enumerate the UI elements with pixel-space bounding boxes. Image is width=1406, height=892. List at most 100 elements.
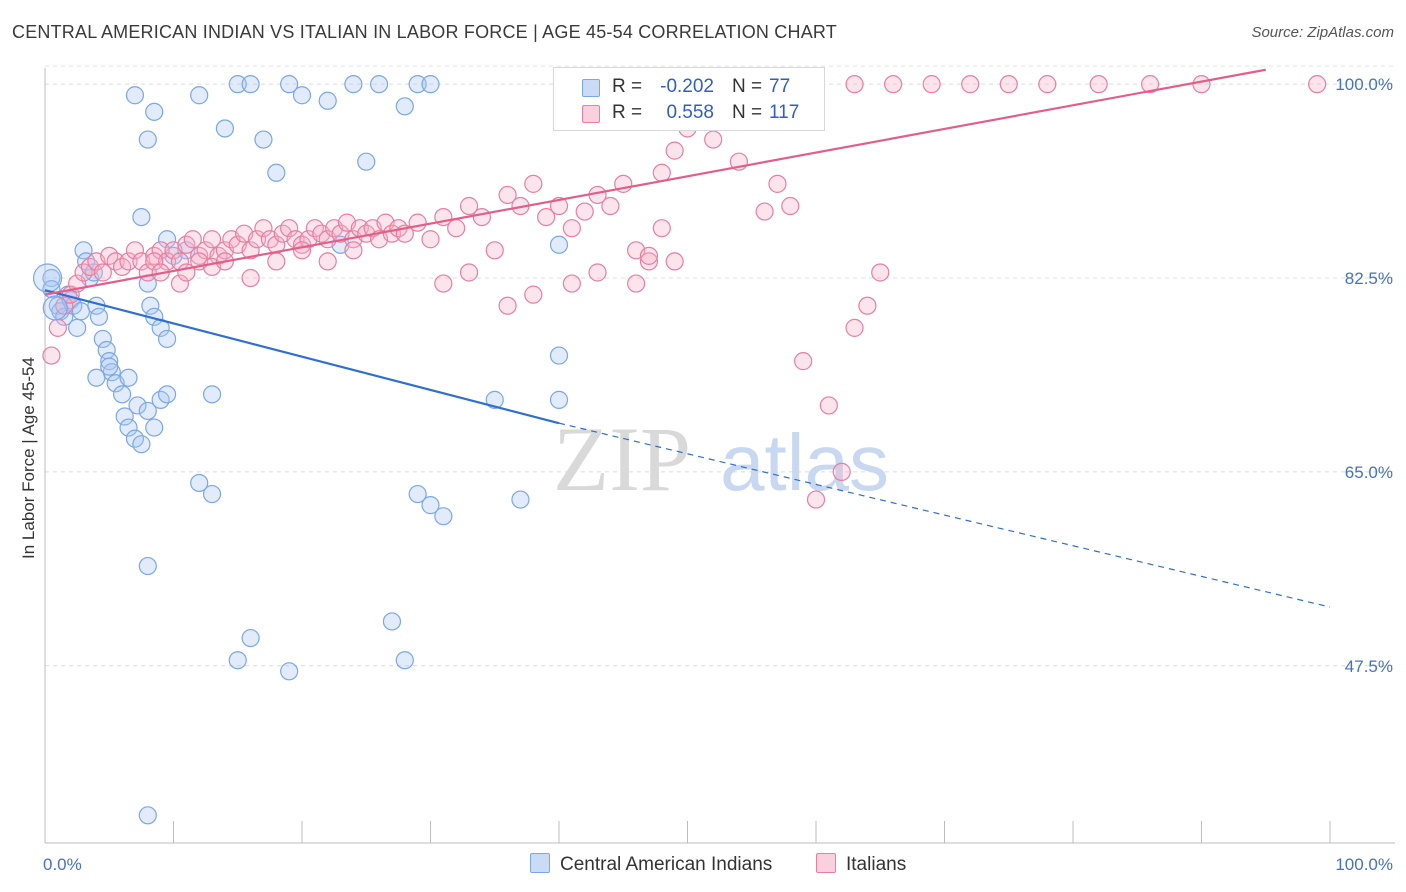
- point-central-american-indians: [549, 235, 569, 254]
- x-tick-label: 100.0%: [1335, 855, 1393, 874]
- point-italians: [1140, 75, 1160, 94]
- legend-n-value: 77: [769, 76, 791, 97]
- stats-legend: R = -0.202 N = 77 R = 0.558 N = 117: [553, 67, 825, 131]
- point-italians: [768, 174, 787, 193]
- point-central-american-indians: [157, 385, 177, 404]
- point-italians: [421, 230, 440, 249]
- point-italians: [447, 219, 466, 238]
- point-italians: [151, 241, 170, 260]
- point-central-american-indians: [202, 484, 222, 504]
- legend-swatch-blue: [582, 79, 600, 97]
- point-central-american-indians: [141, 296, 160, 315]
- point-italians: [575, 202, 594, 221]
- legend-r-label: R =: [612, 76, 643, 97]
- point-central-american-indians: [408, 484, 427, 504]
- trendline-italians: [44, 68, 1266, 296]
- point-italians: [858, 296, 877, 315]
- point-central-american-indians: [511, 490, 530, 509]
- point-central-american-indians: [93, 329, 112, 349]
- point-central-american-indians: [138, 806, 157, 825]
- point-italians: [183, 230, 202, 249]
- legend-n-value: 117: [769, 102, 800, 123]
- point-central-american-indians: [42, 295, 68, 321]
- y-tick-labels: 47.5% 65.0% 82.5% 100.0%: [1335, 75, 1393, 676]
- point-central-american-indians: [357, 152, 376, 171]
- point-central-american-indians: [138, 401, 157, 421]
- legend-r-label: R =: [612, 102, 643, 123]
- point-italians: [145, 252, 164, 271]
- point-italians: [819, 396, 838, 415]
- point-central-american-indians: [408, 75, 427, 94]
- legend-r-value: -0.202: [660, 76, 714, 97]
- point-central-american-indians: [115, 407, 134, 426]
- point-central-american-indians: [74, 241, 93, 260]
- point-italians: [408, 213, 427, 232]
- point-italians: [485, 241, 504, 260]
- point-central-american-indians: [241, 75, 260, 94]
- point-italians: [55, 296, 74, 315]
- point-italians: [639, 246, 659, 265]
- grid-lines: [45, 65, 1395, 667]
- y-axis-label: In Labor Force | Age 45-54: [19, 357, 38, 559]
- point-central-american-indians: [32, 263, 63, 293]
- point-italians: [157, 252, 177, 271]
- point-italians: [170, 274, 190, 293]
- point-italians: [344, 241, 363, 260]
- point-italians: [93, 263, 112, 282]
- point-italians: [665, 141, 684, 160]
- point-italians: [247, 230, 267, 249]
- point-central-american-indians: [241, 628, 260, 648]
- point-italians: [254, 219, 273, 238]
- bottom-legend-label: Central American Indians: [560, 854, 773, 875]
- point-italians: [434, 274, 453, 293]
- point-central-american-indians: [132, 207, 151, 227]
- point-italians: [806, 490, 826, 509]
- point-italians: [755, 202, 774, 221]
- point-central-american-indians: [125, 86, 145, 105]
- legend-swatch-pink: [582, 105, 600, 123]
- point-italians: [922, 75, 941, 94]
- y-tick-label: 65.0%: [1345, 463, 1393, 482]
- point-central-american-indians: [145, 418, 164, 437]
- point-central-american-indians: [71, 302, 91, 321]
- bottom-legend-central-american-indians: Central American Indians: [530, 853, 772, 876]
- point-central-american-indians: [421, 496, 440, 515]
- point-italians: [562, 219, 581, 238]
- point-central-american-indians: [100, 352, 119, 371]
- point-italians: [498, 296, 517, 315]
- point-central-american-indians: [119, 368, 138, 387]
- point-central-american-indians: [190, 86, 209, 105]
- point-italians: [794, 352, 813, 371]
- point-italians: [498, 185, 517, 205]
- point-italians: [652, 219, 671, 238]
- point-central-american-indians: [68, 318, 87, 337]
- point-central-american-indians: [292, 86, 312, 105]
- point-central-american-indians: [421, 75, 440, 94]
- point-italians: [241, 268, 260, 288]
- point-italians: [665, 252, 684, 271]
- point-central-american-indians: [112, 385, 132, 404]
- watermark-zip: ZIP: [553, 408, 691, 510]
- point-central-american-indians: [100, 357, 119, 376]
- point-central-american-indians: [395, 651, 414, 670]
- bottom-legend-swatch-pink: [816, 853, 836, 873]
- y-tick-label: 82.5%: [1345, 269, 1393, 288]
- point-central-american-indians: [157, 329, 177, 349]
- point-central-american-indians: [318, 91, 337, 110]
- point-central-american-indians: [434, 507, 453, 526]
- chart-source: Source: ZipAtlas.com: [1251, 24, 1394, 41]
- point-italians: [524, 285, 543, 304]
- point-italians: [48, 318, 67, 337]
- point-italians: [626, 274, 646, 293]
- point-central-american-indians: [190, 473, 209, 493]
- point-central-american-indians: [132, 435, 151, 454]
- point-italians: [652, 163, 671, 182]
- point-central-american-indians: [89, 307, 109, 326]
- point-central-american-indians: [280, 75, 299, 94]
- point-central-american-indians: [145, 102, 164, 121]
- point-italians: [202, 230, 222, 249]
- trendline-central-american-indians: [44, 289, 560, 425]
- point-italians: [292, 241, 312, 260]
- point-central-american-indians: [87, 368, 106, 387]
